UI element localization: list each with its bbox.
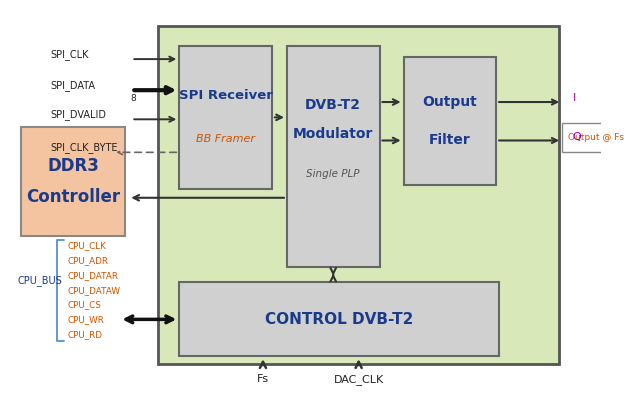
Text: Filter: Filter <box>429 134 471 147</box>
Text: I: I <box>573 93 576 103</box>
Text: Output @ Fs: Output @ Fs <box>568 133 624 142</box>
Text: SPI Receiver: SPI Receiver <box>178 89 273 102</box>
Text: Controller: Controller <box>26 188 120 206</box>
Bar <box>562 123 628 152</box>
Text: BB Framer: BB Framer <box>196 134 255 144</box>
Text: SPI_CLK: SPI_CLK <box>51 48 89 59</box>
Bar <box>404 57 496 185</box>
Text: CPU_CS: CPU_CS <box>67 301 101 310</box>
Text: Q: Q <box>573 132 582 141</box>
Text: CPU_RD: CPU_RD <box>67 331 102 339</box>
Text: SPI_CLK_BYTE: SPI_CLK_BYTE <box>51 142 118 153</box>
Text: Single PLP: Single PLP <box>306 169 360 179</box>
Text: Modulator: Modulator <box>293 127 374 141</box>
Text: SPI_DVALID: SPI_DVALID <box>51 109 107 120</box>
Text: Output: Output <box>423 95 477 109</box>
Text: DAC_CLK: DAC_CLK <box>333 374 384 385</box>
Text: CPU_DATAW: CPU_DATAW <box>67 286 121 295</box>
Text: DVB-T2: DVB-T2 <box>305 98 361 112</box>
Text: CPU_ADR: CPU_ADR <box>67 256 109 265</box>
Text: CPU_BUS: CPU_BUS <box>18 275 62 286</box>
Text: Fs: Fs <box>257 374 269 384</box>
Text: CPU_CLK: CPU_CLK <box>67 241 106 250</box>
Bar <box>179 45 272 189</box>
Text: CONTROL DVB-T2: CONTROL DVB-T2 <box>265 312 413 327</box>
Text: CPU_WR: CPU_WR <box>67 316 104 325</box>
Bar <box>287 45 379 267</box>
Text: DDR3: DDR3 <box>47 157 99 175</box>
Text: CPU_DATAR: CPU_DATAR <box>67 271 118 280</box>
Text: SPI_DATA: SPI_DATA <box>51 80 95 91</box>
Bar <box>21 127 126 236</box>
Bar <box>179 282 499 356</box>
Text: 8: 8 <box>130 94 136 103</box>
Bar <box>158 26 559 364</box>
